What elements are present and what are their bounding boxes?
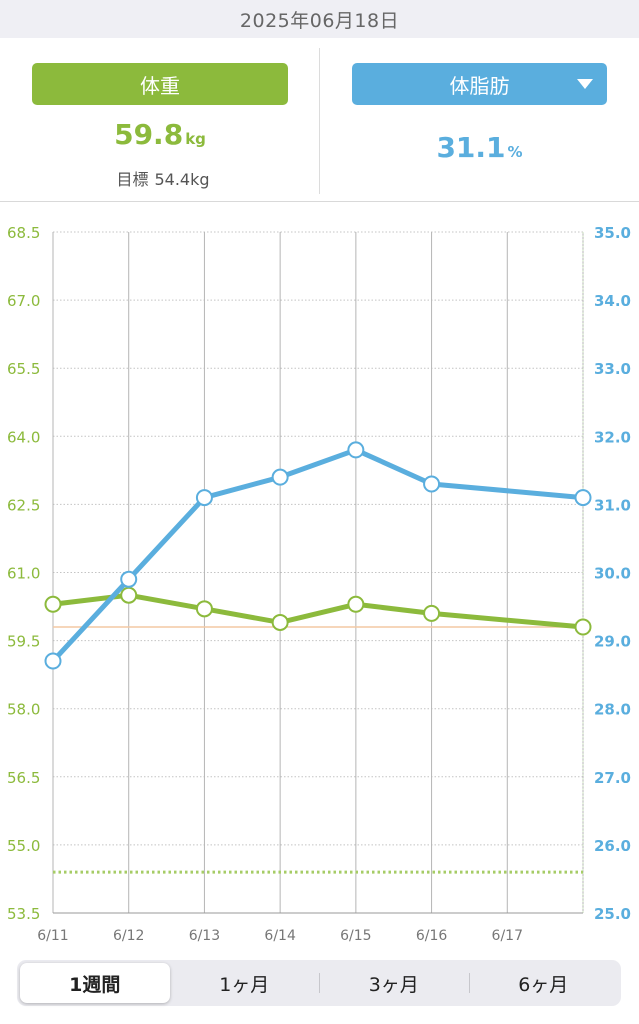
left-axis-tick-label: 59.5 [7,633,40,651]
panel-divider [319,48,320,194]
right-axis-tick-label: 32.0 [594,428,631,446]
tab-6-months[interactable]: 6ヶ月 [468,963,619,1003]
weight-data-point [44,595,62,613]
body-fat-data-point [423,475,441,493]
weight-button-label: 体重 [140,73,180,98]
right-axis-tick-label: 33.0 [594,360,631,378]
weight-unit: kg [185,130,206,148]
body-fat-data-point [44,652,62,670]
body-fat-data-point [195,489,213,507]
left-axis-tick-label: 62.5 [7,496,40,514]
tab-label: 3ヶ月 [368,973,419,996]
body-fat-data-point [120,570,138,588]
right-axis-tick-label: 25.0 [594,905,631,923]
left-axis-tick-label: 56.5 [7,769,40,787]
weight-value: 59.8 kg [32,118,288,151]
body-fat-unit: % [507,143,523,161]
tab-label: 1ヶ月 [219,973,270,996]
weight-data-point [423,604,441,622]
left-axis-tick-label: 64.0 [7,428,40,446]
right-axis-tick-label: 27.0 [594,769,631,787]
x-axis-tick-label: 6/14 [264,928,296,944]
body-fat-data-point [271,468,289,486]
period-tabs: 1週間 1ヶ月 3ヶ月 6ヶ月 [17,960,621,1006]
body-fat-button-label: 体脂肪 [449,73,510,98]
weight-data-point [195,600,213,618]
tab-label: 1週間 [69,973,121,996]
body-fat-number: 31.1 [436,131,506,164]
right-axis-tick-label: 31.0 [594,496,631,514]
left-axis-tick-label: 53.5 [7,905,40,923]
right-axis-tick-label: 28.0 [594,701,631,719]
goal-label: 目標 [116,170,149,189]
weight-data-point [574,618,592,636]
summary-panel: 体重 59.8 kg 目標 54.4kg 体脂肪 31.1% [0,38,639,202]
tab-label: 6ヶ月 [518,973,569,996]
x-axis-tick-label: 6/17 [492,928,523,944]
body-fat-value: 31.1% [352,131,607,164]
weight-number: 59.8 [114,118,184,151]
tab-3-months[interactable]: 3ヶ月 [319,963,469,1003]
left-axis-tick-label: 68.5 [7,224,40,242]
caret-down-icon [577,79,593,89]
weight-button[interactable]: 体重 [32,63,288,105]
left-axis-tick-label: 55.0 [7,837,40,855]
x-axis-tick-label: 6/13 [189,928,220,944]
x-axis-tick-label: 6/16 [416,928,448,944]
body-fat-dropdown[interactable]: 体脂肪 [352,63,607,105]
goal-weight: 目標 54.4kg [32,166,288,190]
body-fat-series-line [50,447,586,664]
left-axis-tick-label: 65.5 [7,360,40,378]
weight-data-point [120,586,138,604]
weight-data-point [347,595,365,613]
left-axis-tick-label: 61.0 [7,565,40,583]
right-axis-tick-label: 30.0 [594,565,631,583]
date-label: 2025年06月18日 [239,9,400,32]
body-fat-data-point [574,489,592,507]
body-fat-data-point [347,441,365,459]
goal-value: 54.4kg [154,170,210,189]
x-axis-tick-label: 6/11 [37,928,68,944]
right-axis-tick-label: 34.0 [594,292,631,310]
right-axis-tick-label: 26.0 [594,837,631,855]
x-axis-tick-label: 6/15 [340,928,371,944]
left-axis-tick-label: 58.0 [7,701,40,719]
tab-1-month[interactable]: 1ヶ月 [170,963,320,1003]
right-axis-tick-label: 29.0 [594,633,631,651]
tab-1-week[interactable]: 1週間 [20,963,170,1003]
right-axis-tick-label: 35.0 [594,224,631,242]
left-axis-tick-label: 67.0 [7,292,40,310]
date-header: 2025年06月18日 [0,0,639,38]
weight-data-point [271,613,289,631]
x-axis-tick-label: 6/12 [113,928,144,944]
weight-fat-chart[interactable]: 68.5 67.0 65.5 64.0 62.5 61.0 59.5 58.0 56.5 55.0… [0,210,639,950]
